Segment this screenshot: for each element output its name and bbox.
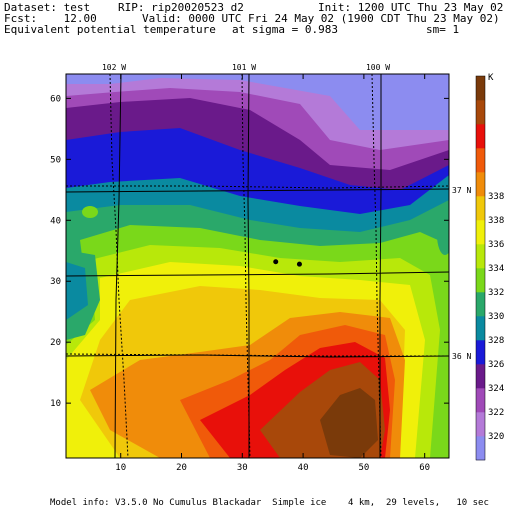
y-tick-label: 10 — [50, 399, 61, 409]
colorbar-swatch — [476, 436, 485, 461]
dataset-label: Dataset: test — [4, 1, 91, 14]
lat-label: 37 N — [452, 186, 471, 195]
x-tick-label: 40 — [298, 463, 309, 473]
colorbar-unit: K — [488, 73, 494, 83]
field-pocket-east — [437, 215, 449, 255]
colorbar-swatch — [476, 124, 485, 149]
station-dot-2 — [296, 261, 302, 267]
x-tick-label: 30 — [237, 463, 248, 473]
lon-label: 102 W — [102, 63, 126, 72]
colorbar-swatch — [476, 412, 485, 437]
smoothing: sm= 1 — [426, 23, 460, 36]
theta-e-field — [66, 74, 449, 458]
colorbar-swatch — [476, 244, 485, 269]
station-markers — [273, 259, 302, 267]
lat-lon-labels: 102 W 101 W 100 W 37 N 36 N — [102, 63, 471, 361]
colorbar-level-label: 326 — [488, 360, 504, 370]
y-tick-label: 50 — [50, 155, 61, 165]
field-contour-15 — [320, 388, 378, 458]
field-pocket-west — [82, 206, 98, 218]
x-tick-label: 10 — [115, 463, 126, 473]
y-tick-label: 60 — [50, 94, 61, 104]
field-name: Equivalent potential temperature — [4, 23, 216, 36]
x-tick-label: 20 — [176, 463, 187, 473]
colorbar-level-label: 338 — [488, 216, 504, 226]
plot-frame — [65, 73, 450, 459]
colorbar-swatch — [476, 148, 485, 173]
colorbar-swatch — [476, 388, 485, 413]
colorbar-level-label: 334 — [488, 264, 504, 274]
lon-label: 100 W — [366, 63, 390, 72]
colorbar-swatch — [476, 172, 485, 197]
colorbar-level-label: 328 — [488, 336, 504, 346]
colorbar-swatch — [476, 364, 485, 389]
lon-label: 101 W — [232, 63, 256, 72]
colorbar-level-label: 330 — [488, 312, 504, 322]
colorbar-swatch — [476, 220, 485, 245]
colorbar-swatch — [476, 292, 485, 317]
field-pocket-sw-inner — [66, 262, 88, 320]
model-info: Model info: V3.5.0 No Cumulus Blackadar … — [50, 498, 489, 508]
sigma-level: at sigma = 0.983 — [232, 23, 338, 36]
colorbar-level-label: 336 — [488, 240, 504, 250]
lat-label: 36 N — [452, 352, 471, 361]
y-tick-label: 20 — [50, 338, 61, 348]
init-time: Init: 1200 UTC Thu 23 May 02 — [318, 1, 504, 14]
colorbar-swatch — [476, 268, 485, 293]
y-tick-label: 30 — [50, 277, 61, 287]
colorbar-level-label: 322 — [488, 408, 504, 418]
colorbar-swatch — [476, 316, 485, 341]
colorbar-level-label: 338 — [488, 192, 504, 202]
axis-ticks: 10 20 30 40 50 60 10 20 30 40 50 60 — [50, 74, 449, 473]
colorbar-level-label: 332 — [488, 288, 504, 298]
y-tick-label: 40 — [50, 216, 61, 226]
x-tick-label: 60 — [419, 463, 430, 473]
colorbar-frame — [475, 75, 486, 461]
x-tick-label: 50 — [358, 463, 369, 473]
forecast-hour: Fcst: 12.00 — [4, 12, 97, 25]
colorbar-swatch — [476, 100, 485, 125]
colorbar-swatch — [476, 340, 485, 365]
colorbar-swatch — [476, 196, 485, 221]
colorbar-swatch — [476, 76, 485, 101]
rip-label: RIP: rip20020523 d2 — [118, 1, 244, 14]
county-boundaries — [66, 74, 449, 458]
valid-time: Valid: 0000 UTC Fri 24 May 02 (1900 CDT … — [142, 12, 500, 25]
colorbar-level-label: 324 — [488, 384, 504, 394]
colorbar: K 320 322 324 326 328 330 332 334 336 338 338 — [475, 73, 504, 461]
station-dot-1 — [273, 259, 279, 265]
colorbar-level-label: 320 — [488, 432, 504, 442]
